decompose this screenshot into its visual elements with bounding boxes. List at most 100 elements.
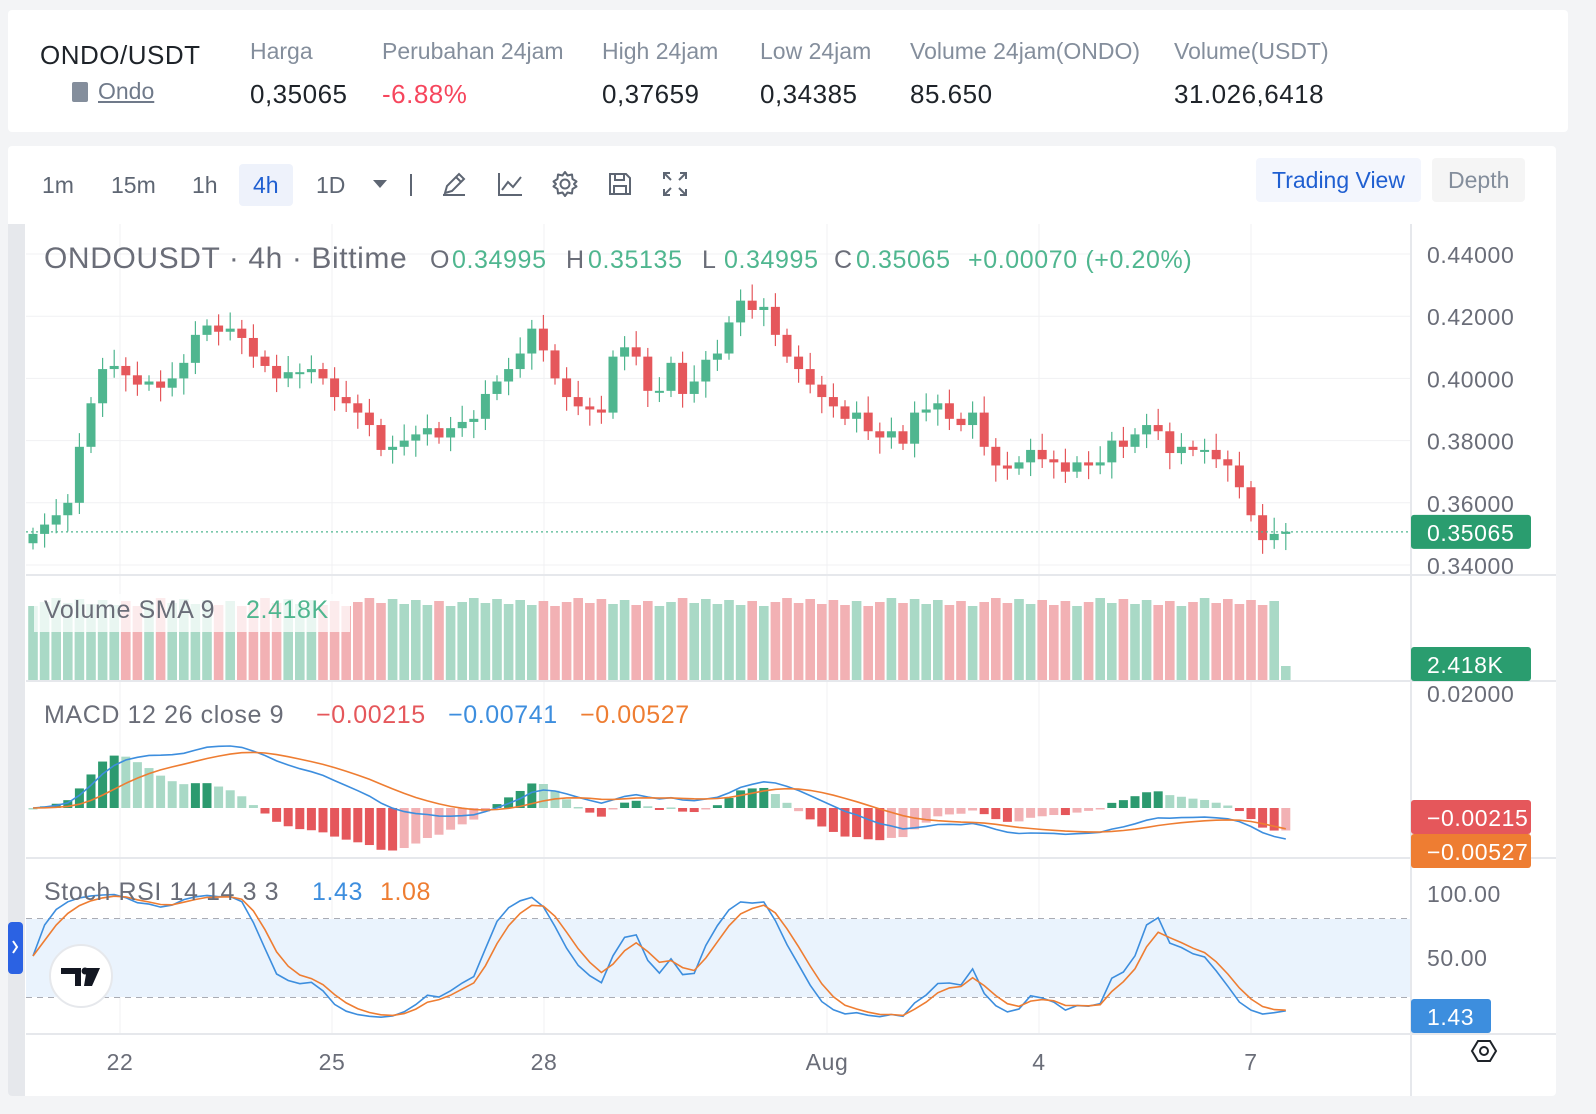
candle	[805, 369, 815, 385]
volume-bar	[898, 603, 908, 680]
candle	[1153, 425, 1163, 432]
macd-histogram-bar	[446, 808, 456, 830]
volume-bar	[457, 602, 467, 680]
macd-histogram-bar	[515, 790, 525, 808]
candle	[979, 412, 989, 447]
macd-histogram-bar	[1165, 795, 1175, 808]
volume-bar	[1234, 604, 1245, 680]
candle	[399, 440, 409, 447]
stoch-axis-tick: 50.00	[1427, 945, 1488, 971]
chart-settings-icon[interactable]	[1470, 1040, 1498, 1062]
candle	[1060, 462, 1070, 472]
candle	[1176, 446, 1186, 454]
save-icon[interactable]	[604, 168, 636, 200]
volume-value: 2.418K	[246, 596, 329, 624]
token-link[interactable]: Ondo	[72, 78, 154, 105]
macd-badge: −0.00215	[1427, 805, 1528, 831]
volume-bar	[921, 604, 931, 680]
timeframe-1h[interactable]: 1h	[192, 172, 218, 198]
volume-bar	[956, 601, 966, 680]
candle	[190, 334, 200, 363]
candle	[747, 300, 757, 310]
volume-bar	[492, 599, 502, 680]
chart-panel: 1m 15m 1h 4h 1D Trading View Depth ONDOUSDT ·…	[8, 146, 1556, 1096]
macd-histogram-bar	[237, 796, 247, 808]
ohlc-label: C	[834, 246, 853, 274]
macd-histogram-bar	[376, 808, 386, 850]
fullscreen-icon[interactable]	[659, 168, 691, 200]
pencil-icon[interactable]	[438, 168, 470, 200]
macd-histogram-bar	[828, 808, 838, 832]
volume-bar	[1269, 601, 1279, 680]
volume-bar	[1281, 666, 1291, 680]
indicator-icon[interactable]	[494, 168, 526, 200]
volume-bar	[1118, 599, 1129, 680]
volume-bar	[1188, 602, 1198, 680]
candle	[1165, 431, 1175, 454]
macd-histogram-bar	[411, 808, 421, 844]
volume-bar	[1014, 599, 1024, 680]
candle	[1002, 465, 1012, 469]
ticker-label: Volume 24jam(ONDO)	[910, 38, 1141, 64]
volume-bar	[202, 600, 212, 680]
candle	[1026, 449, 1036, 463]
macd-histogram-bar	[1095, 808, 1105, 810]
macd-histogram-bar	[121, 756, 131, 808]
trading-view-tab[interactable]: Trading View	[1256, 158, 1421, 202]
last-price-badge-bg	[1411, 514, 1531, 549]
timeframe-4h[interactable]: 4h	[239, 164, 293, 206]
ohlc-value-l: 0.34995	[724, 246, 819, 274]
candle	[724, 322, 734, 354]
macd-histogram-bar	[852, 808, 862, 838]
volume-bar	[387, 599, 398, 680]
chevron-down-icon[interactable]	[364, 168, 396, 200]
macd-histogram-bar	[1107, 802, 1117, 808]
macd-value: −0.00741	[448, 701, 558, 729]
candle	[538, 328, 548, 351]
macd-histogram-bar	[643, 806, 653, 808]
price-chart[interactable]: ONDOUSDT · 4h · Bittime O 0.34995 H 0.35135 L…	[8, 146, 1556, 1096]
volume-bar	[608, 604, 618, 680]
candle	[666, 362, 676, 391]
volume-bar	[283, 599, 293, 680]
ticker-label: Harga	[250, 38, 313, 64]
volume-bar	[759, 606, 769, 680]
candle	[608, 356, 618, 413]
volume-bar	[666, 602, 676, 680]
candle	[388, 446, 398, 450]
candle	[1200, 449, 1210, 452]
candle	[573, 397, 583, 407]
volume-bar	[933, 600, 943, 680]
macd-histogram-bar	[1002, 808, 1012, 822]
depth-tab[interactable]: Depth	[1432, 158, 1526, 202]
gear-icon[interactable]	[549, 168, 581, 200]
volume-bar	[190, 604, 201, 680]
macd-histogram-bar	[678, 808, 688, 812]
macd-histogram-bar	[585, 808, 595, 813]
macd-histogram-bar	[1153, 791, 1163, 808]
volume-bar	[886, 598, 897, 680]
token-name[interactable]: Ondo	[98, 78, 155, 104]
left-gutter	[8, 224, 25, 1096]
timeframe-1m[interactable]: 1m	[42, 172, 74, 198]
timeframe-1D[interactable]: 1D	[316, 172, 346, 198]
macd-histogram-bar	[840, 808, 850, 837]
macd-histogram-bar	[805, 808, 815, 820]
macd-histogram-bar	[28, 808, 38, 810]
candle	[63, 502, 73, 516]
macd-histogram-bar	[1118, 800, 1128, 808]
candle	[422, 428, 432, 435]
candle	[295, 372, 305, 375]
timeframe-15m[interactable]: 15m	[111, 172, 156, 198]
candle	[678, 362, 688, 394]
macd-histogram-bar	[562, 799, 572, 808]
signal-line	[32, 751, 1286, 833]
book-icon	[72, 81, 88, 102]
candle	[631, 347, 641, 357]
volume-bar	[1002, 603, 1013, 680]
ticker-value: 0,35065	[250, 79, 348, 109]
candle	[109, 365, 119, 370]
macd-histogram-bar	[225, 790, 235, 808]
ohlc-value-o: 0.34995	[452, 246, 547, 274]
volume-label-bg	[34, 594, 350, 632]
